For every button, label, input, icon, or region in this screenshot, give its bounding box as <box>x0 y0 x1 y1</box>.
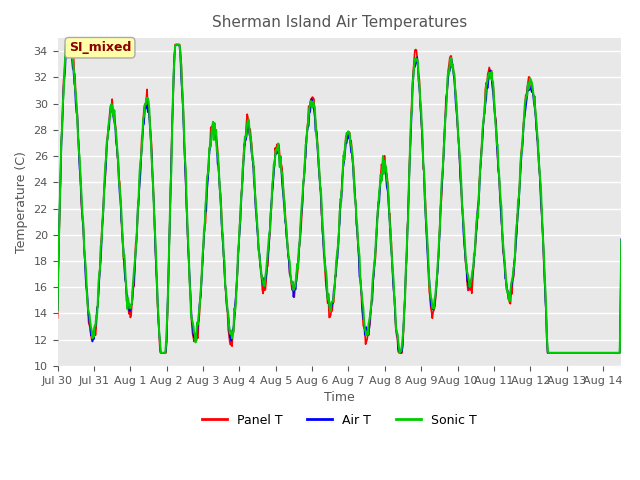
Panel T <box>618 246 625 252</box>
Title: Sherman Island Air Temperatures: Sherman Island Air Temperatures <box>212 15 467 30</box>
Sonic T <box>63 42 70 48</box>
Legend: Panel T, Air T, Sonic T: Panel T, Air T, Sonic T <box>196 409 482 432</box>
Line: Sonic T: Sonic T <box>58 45 621 353</box>
Sonic T <box>317 186 324 192</box>
Air T <box>473 213 481 219</box>
Air T <box>133 223 141 228</box>
Panel T <box>296 240 303 246</box>
Sonic T <box>157 350 164 356</box>
Panel T <box>56 206 63 212</box>
Sonic T <box>296 241 303 247</box>
Air T <box>63 42 71 48</box>
Sonic T <box>54 307 61 312</box>
Y-axis label: Temperature (C): Temperature (C) <box>15 151 28 253</box>
Air T <box>296 241 303 247</box>
Line: Panel T: Panel T <box>58 45 621 353</box>
Air T <box>157 350 164 356</box>
Air T <box>54 307 61 313</box>
Panel T <box>157 350 164 356</box>
Air T <box>460 230 467 236</box>
Panel T <box>133 223 141 229</box>
Sonic T <box>618 239 625 244</box>
Air T <box>618 236 625 242</box>
Sonic T <box>473 212 481 217</box>
Panel T <box>54 315 61 321</box>
Sonic T <box>460 220 467 226</box>
Panel T <box>473 225 481 231</box>
Line: Air T: Air T <box>58 45 621 353</box>
Panel T <box>460 221 467 227</box>
Panel T <box>63 42 70 48</box>
Text: SI_mixed: SI_mixed <box>69 41 131 54</box>
Sonic T <box>133 223 141 229</box>
Air T <box>317 189 324 195</box>
Sonic T <box>56 203 63 208</box>
Air T <box>56 199 63 204</box>
Panel T <box>317 194 324 200</box>
X-axis label: Time: Time <box>324 391 355 404</box>
